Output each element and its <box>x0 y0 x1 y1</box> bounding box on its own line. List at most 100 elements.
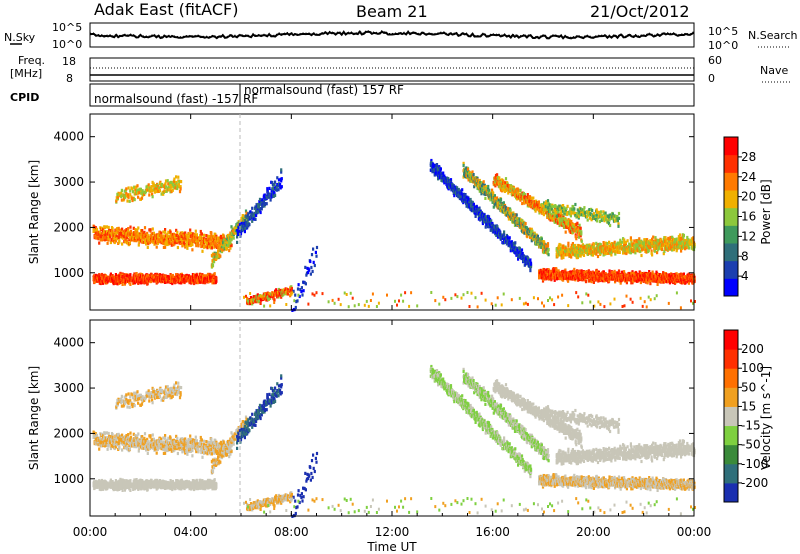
range-gate-cell <box>248 223 251 227</box>
range-gate-cell <box>483 213 486 217</box>
range-gate-cell <box>125 274 128 278</box>
range-gate-cell <box>176 239 179 243</box>
range-gate-cell <box>503 211 507 215</box>
range-gate-cell <box>133 239 136 243</box>
range-gate-cell <box>474 214 477 218</box>
range-gate-cell <box>488 188 491 192</box>
beam-title: Beam 21 <box>356 2 428 21</box>
range-gate-cell <box>137 232 140 236</box>
range-gate-cell <box>148 193 151 197</box>
power-scatter <box>92 158 696 312</box>
range-gate-cell <box>169 239 172 243</box>
range-gate-cell <box>310 265 313 270</box>
range-gate-cell <box>462 175 465 179</box>
range-gate-cell <box>143 192 146 196</box>
range-gate-cell <box>174 280 177 284</box>
range-gate-cell <box>521 201 524 206</box>
range-gate-cell <box>193 281 196 286</box>
range-gate-cell <box>280 179 283 183</box>
range-gate-cell <box>177 179 180 183</box>
range-gate-cell <box>451 186 454 190</box>
range-gate-cell <box>466 167 470 171</box>
range-gate-cell <box>115 234 118 238</box>
range-gate-cell <box>230 236 233 240</box>
range-gate-cell <box>286 292 290 296</box>
range-gate-cell <box>102 232 105 236</box>
range-gate-cell <box>435 163 439 167</box>
range-gate-cell <box>215 255 218 259</box>
range-gate-cell <box>177 183 180 187</box>
range-gate-cell <box>290 286 293 291</box>
range-gate-cell <box>492 205 495 209</box>
range-gate-cell <box>199 229 202 234</box>
range-gate-cell <box>553 278 556 282</box>
range-gate-cell <box>125 187 128 191</box>
range-gate-cell <box>519 250 522 254</box>
range-gate-cell <box>496 225 499 229</box>
range-gate-cell <box>515 218 518 222</box>
range-gate-cell <box>530 239 533 243</box>
range-gate-cell <box>309 259 312 264</box>
range-gate-cell <box>467 178 470 182</box>
range-gate-cell <box>502 201 505 205</box>
range-gate-cell <box>239 232 243 236</box>
range-gate-cell <box>179 185 182 189</box>
range-gate-cell <box>141 229 144 233</box>
range-gate-cell <box>514 216 517 220</box>
range-gate-cell <box>114 281 117 285</box>
range-gate-cell <box>520 192 523 196</box>
range-gate-cell <box>172 232 176 236</box>
range-gate-cell <box>296 287 300 291</box>
range-gate-cell <box>257 210 260 214</box>
range-gate-cell <box>507 207 510 212</box>
range-gate-cell <box>162 192 165 196</box>
range-gate-cell <box>443 181 446 185</box>
range-gate-cell <box>502 181 505 185</box>
range-gate-cell <box>126 235 129 239</box>
range-gate-cell <box>552 211 555 216</box>
range-gate-cell <box>113 237 116 241</box>
range-gate-cell <box>208 245 211 249</box>
range-gate-cell <box>277 188 280 192</box>
range-gate-cell <box>222 248 225 252</box>
range-gate-cell <box>461 188 464 192</box>
range-gate-cell <box>127 277 130 281</box>
range-gate-cell <box>523 195 527 199</box>
range-gate-cell <box>230 243 233 247</box>
range-gate-cell <box>462 161 465 165</box>
range-gate-cell <box>134 188 137 192</box>
range-gate-cell <box>529 227 532 231</box>
range-gate-cell <box>226 240 229 244</box>
range-gate-cell <box>123 273 126 277</box>
range-gate-cell <box>580 232 583 236</box>
range-gate-cell <box>134 235 138 240</box>
range-gate-cell <box>530 205 533 209</box>
range-gate-cell <box>278 184 281 188</box>
range-gate-cell <box>493 182 496 186</box>
range-gate-cell <box>166 238 169 242</box>
range-gate-cell <box>123 240 126 244</box>
range-gate-cell <box>219 236 222 240</box>
range-gate-cell <box>258 197 262 201</box>
range-gate-cell <box>216 244 219 248</box>
range-gate-cell <box>277 178 281 182</box>
range-gate-cell <box>160 236 163 240</box>
range-gate-cell <box>103 229 106 233</box>
range-gate-cell <box>181 231 184 235</box>
range-gate-cell <box>230 225 233 229</box>
range-gate-cell <box>280 185 283 189</box>
range-gate-cell <box>545 245 548 250</box>
range-gate-cell <box>556 221 559 225</box>
range-gate-cell <box>211 263 215 268</box>
range-gate-cell <box>209 246 212 250</box>
range-gate-cell <box>513 246 516 250</box>
range-gate-cell <box>261 198 264 202</box>
range-gate-cell <box>170 189 173 194</box>
range-gate-cell <box>131 187 134 191</box>
range-gate-cell <box>496 196 499 200</box>
range-gate-cell <box>108 235 111 239</box>
range-gate-cell <box>164 237 167 241</box>
range-gate-cell <box>106 241 109 245</box>
range-gate-cell <box>95 227 99 231</box>
range-gate-cell <box>176 184 179 189</box>
